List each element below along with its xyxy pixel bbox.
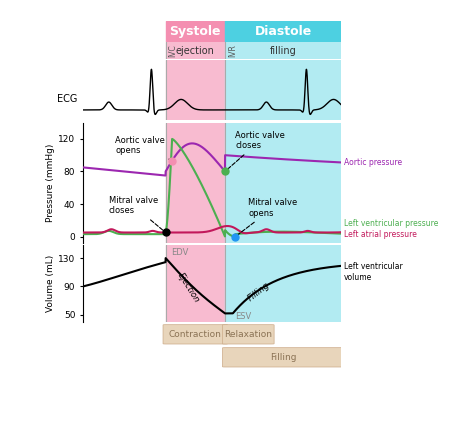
Bar bbox=[165, 21, 225, 42]
Text: Filling: Filling bbox=[270, 353, 296, 362]
Text: IVC: IVC bbox=[169, 44, 178, 57]
Text: Ejection: Ejection bbox=[176, 271, 201, 304]
Bar bbox=[225, 21, 341, 42]
Text: Contraction: Contraction bbox=[169, 330, 222, 339]
Bar bbox=[225, 42, 341, 59]
Text: Filling: Filling bbox=[246, 281, 271, 304]
FancyBboxPatch shape bbox=[222, 325, 274, 344]
Y-axis label: Volume (mL): Volume (mL) bbox=[46, 255, 55, 312]
FancyBboxPatch shape bbox=[163, 325, 228, 344]
Text: Left ventricular
volume: Left ventricular volume bbox=[344, 262, 402, 282]
Text: filling: filling bbox=[270, 46, 297, 56]
Text: Mitral valve
closes: Mitral valve closes bbox=[109, 196, 164, 231]
Text: Diastole: Diastole bbox=[255, 25, 312, 38]
Text: Mitral valve
opens: Mitral valve opens bbox=[237, 198, 298, 235]
Y-axis label: Pressure (mmHg): Pressure (mmHg) bbox=[46, 144, 55, 222]
Text: IVR: IVR bbox=[228, 44, 237, 57]
Text: Aortic valve
opens: Aortic valve opens bbox=[115, 136, 170, 159]
Text: ESV: ESV bbox=[236, 312, 252, 321]
Text: Systole: Systole bbox=[170, 25, 221, 38]
Bar bbox=[165, 42, 225, 59]
Text: Relationship between pressure, volume and ECG: Relationship between pressure, volume an… bbox=[19, 6, 258, 15]
Text: ejection: ejection bbox=[176, 46, 215, 56]
Bar bbox=[225, 245, 341, 322]
Text: Relaxation: Relaxation bbox=[224, 330, 272, 339]
Text: Aortic pressure: Aortic pressure bbox=[344, 158, 402, 167]
Bar bbox=[165, 60, 225, 120]
Text: Aortic valve
closes: Aortic valve closes bbox=[227, 131, 285, 170]
Bar bbox=[165, 245, 225, 322]
Text: EDV: EDV bbox=[171, 247, 188, 257]
Text: Left ventricular pressure: Left ventricular pressure bbox=[344, 219, 438, 228]
Bar bbox=[165, 123, 225, 243]
Bar bbox=[225, 60, 341, 120]
Text: ECG: ECG bbox=[57, 94, 78, 104]
Text: Left atrial pressure: Left atrial pressure bbox=[344, 230, 417, 239]
FancyBboxPatch shape bbox=[222, 348, 344, 367]
Bar bbox=[225, 123, 341, 243]
